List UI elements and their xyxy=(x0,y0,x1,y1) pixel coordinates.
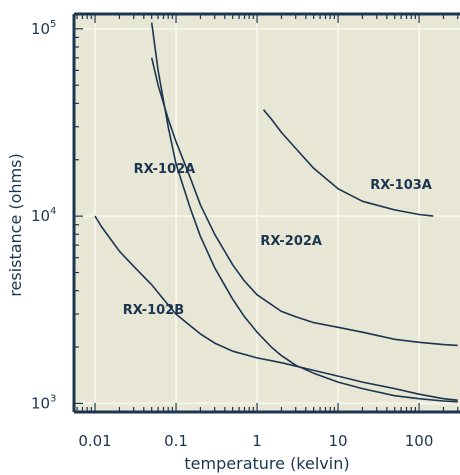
series-label-rx-202a: RX-202A xyxy=(260,234,322,249)
y-tick-label-exponent: 4 xyxy=(50,206,56,217)
x-tick-label: 1 xyxy=(252,432,262,450)
y-tick-label-base: 10 xyxy=(31,207,50,225)
series-line-rx-202a xyxy=(150,57,458,347)
y-tick-label: 10 4 xyxy=(31,206,56,225)
axes xyxy=(72,12,460,414)
curve-labels: RX-102A RX-202A RX-103A RX-102B xyxy=(123,162,432,318)
series-line-rx-102b xyxy=(94,215,458,401)
y-tick-label-exponent: 5 xyxy=(50,19,56,30)
series-line-rx-103a xyxy=(262,109,434,217)
series-label-rx-102a: RX-102A xyxy=(134,162,196,177)
y-axis-title: resistance (ohms) xyxy=(6,153,25,296)
y-tick-label-exponent: 3 xyxy=(50,393,56,404)
y-tick-label: 10 5 xyxy=(31,19,56,38)
y-tick-label-base: 10 xyxy=(31,394,50,412)
grid xyxy=(74,14,460,412)
series-label-rx-102b: RX-102B xyxy=(123,303,184,318)
x-tick-label: 10 xyxy=(329,432,348,450)
tick-marks xyxy=(74,14,459,413)
y-tick-label: 10 3 xyxy=(31,393,56,412)
series-line-rx-102a xyxy=(150,22,458,403)
y-tick-label-base: 10 xyxy=(31,20,50,38)
x-tick-label: 100 xyxy=(405,432,434,450)
curves xyxy=(94,22,458,403)
plot-background xyxy=(74,14,460,412)
series-label-rx-103a: RX-103A xyxy=(370,178,432,193)
x-tick-label: 0.01 xyxy=(78,432,111,450)
x-tick-label: 0.1 xyxy=(164,432,188,450)
x-axis-title: temperature (kelvin) xyxy=(184,454,349,473)
